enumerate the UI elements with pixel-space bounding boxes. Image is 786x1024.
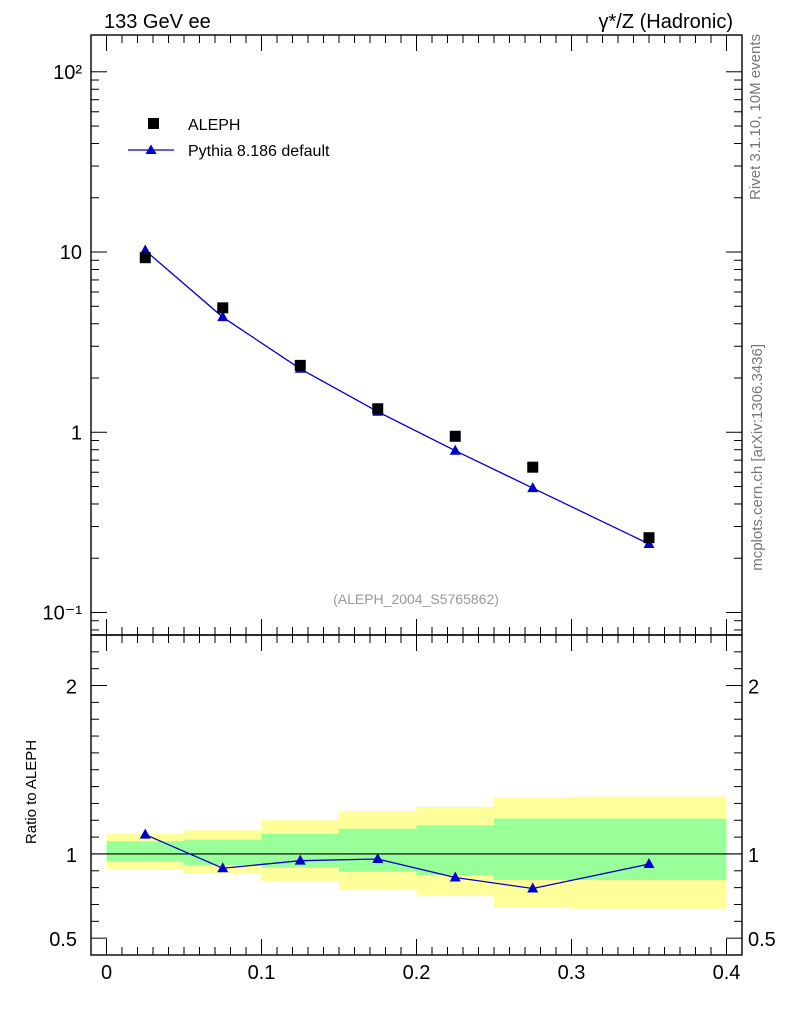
mc-point [139, 244, 151, 255]
header-right-title: γ*/Z (Hadronic) [599, 11, 733, 33]
rivet-version-text: Rivet 3.1.10, 10M events [747, 34, 764, 200]
ratio-ytick-label-right: 0.5 [748, 929, 776, 951]
header-left-title: 133 GeV ee [104, 11, 211, 33]
ratio-ytick-label-right: 1 [748, 845, 759, 867]
legend-data-marker [148, 118, 159, 129]
main-ytick-label: 10⁻¹ [43, 602, 83, 624]
mc-point [217, 311, 229, 322]
aleph-point [643, 532, 655, 544]
ratio-point [527, 882, 539, 893]
ratio-point [294, 854, 306, 865]
xtick-label: 0.1 [248, 962, 276, 984]
ratio-plot-area [139, 828, 655, 893]
mc-point [527, 482, 539, 493]
analysis-label: (ALEPH_2004_S5765862) [333, 591, 499, 607]
mcplots-text: mcplots.cern.ch [arXiv:1306.3436] [749, 344, 766, 571]
ratio-bands [106, 796, 727, 909]
main-ytick-label: 10² [53, 62, 82, 84]
ratio-point [643, 858, 655, 869]
legend-mc-marker [145, 144, 157, 154]
xtick-label: 0.2 [403, 962, 431, 984]
ratio-point [372, 853, 384, 863]
aleph-point [449, 430, 461, 442]
xtick-label: 0.4 [713, 962, 741, 984]
aleph-point [372, 403, 384, 415]
xtick-label: 0 [101, 962, 112, 984]
uncertainty-band-inner [494, 818, 572, 881]
uncertainty-band-inner [339, 828, 417, 872]
xtick-label: 0.3 [558, 962, 586, 984]
ratio-ylabel: Ratio to ALEPH [23, 740, 40, 844]
uncertainty-band-inner [184, 839, 262, 865]
aleph-point [527, 461, 539, 473]
ratio-point [449, 871, 461, 882]
legend-mc-label: Pythia 8.186 default [188, 143, 330, 160]
legend: ALEPH Pythia 8.186 default [128, 117, 330, 160]
mc-series-line [144, 249, 650, 545]
ratio-ytick-label-right: 2 [748, 677, 759, 699]
mc-point [449, 444, 461, 455]
uncertainty-band-inner [106, 841, 184, 862]
legend-data-label: ALEPH [188, 117, 240, 134]
uncertainty-band-inner [416, 825, 494, 875]
ratio-ytick-label: 2 [66, 677, 77, 699]
ratio-ytick-label: 0.5 [49, 929, 77, 951]
ratio-point [217, 862, 229, 873]
uncertainty-band-inner [571, 818, 727, 881]
main-plot-area [139, 244, 655, 548]
ratio-ytick-label: 1 [66, 845, 77, 867]
main-ytick-label: 1 [71, 422, 82, 444]
aleph-point [294, 359, 306, 371]
aleph-point [139, 252, 151, 264]
aleph-point [217, 302, 229, 314]
main-ytick-label: 10 [60, 242, 82, 264]
ratio-point [139, 828, 151, 839]
